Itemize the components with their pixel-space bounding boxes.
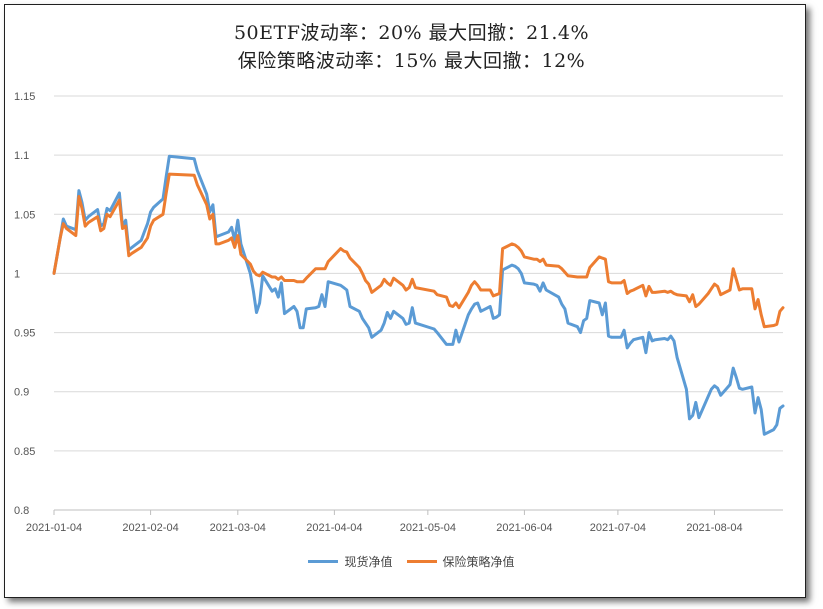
- gridlines: [54, 95, 783, 511]
- x-tick-label: 2021-07-04: [590, 522, 646, 534]
- x-tick-label: 2021-05-04: [400, 522, 456, 534]
- legend-swatch-spot: [308, 560, 339, 563]
- y-tick-label: 0.95: [14, 328, 35, 340]
- x-tick-label: 2021-01-04: [26, 522, 82, 534]
- x-tick-label: 2021-06-04: [496, 522, 552, 534]
- legend: 现货净值 保险策略净值: [0, 553, 823, 570]
- series-lines: [52, 154, 785, 436]
- y-tick-label: 1.05: [14, 209, 35, 221]
- y-tick-label: 1: [14, 268, 20, 280]
- x-axis-ticks: 2021-01-04 2021-02-04 2021-03-04 2021-04-04…: [26, 510, 743, 534]
- series-line-spot: [52, 154, 785, 436]
- x-tick-label: 2021-04-04: [306, 522, 362, 534]
- y-tick-label: 0.85: [14, 446, 35, 458]
- legend-swatch-insurance: [406, 560, 437, 563]
- chart-title-line1: 50ETF波动率：20% 最大回撤：21.4%: [233, 22, 590, 44]
- y-tick-label: 1.15: [14, 91, 35, 103]
- legend-label-insurance: 保险策略净值: [442, 555, 515, 569]
- x-tick-label: 2021-08-04: [686, 522, 742, 534]
- x-tick-label: 2021-03-04: [210, 522, 266, 534]
- chart-title-line2: 保险策略波动率：15% 最大回撤：12%: [237, 50, 586, 72]
- x-tick-label: 2021-02-04: [122, 522, 178, 534]
- y-tick-label: 1.1: [14, 150, 29, 162]
- series-line-insurance: [52, 172, 785, 329]
- y-tick-label: 0.9: [14, 387, 29, 399]
- legend-label-spot: 现货净值: [344, 555, 393, 569]
- chart-frame: [4, 4, 806, 598]
- legend-item-insurance[interactable]: 保险策略净值: [406, 553, 515, 570]
- y-tick-label: 0.8: [14, 505, 29, 517]
- legend-item-spot[interactable]: 现货净值: [308, 553, 393, 570]
- y-axis-ticks: 0.8 0.85 0.9 0.95 1 1.05 1.1 1.15: [14, 91, 35, 517]
